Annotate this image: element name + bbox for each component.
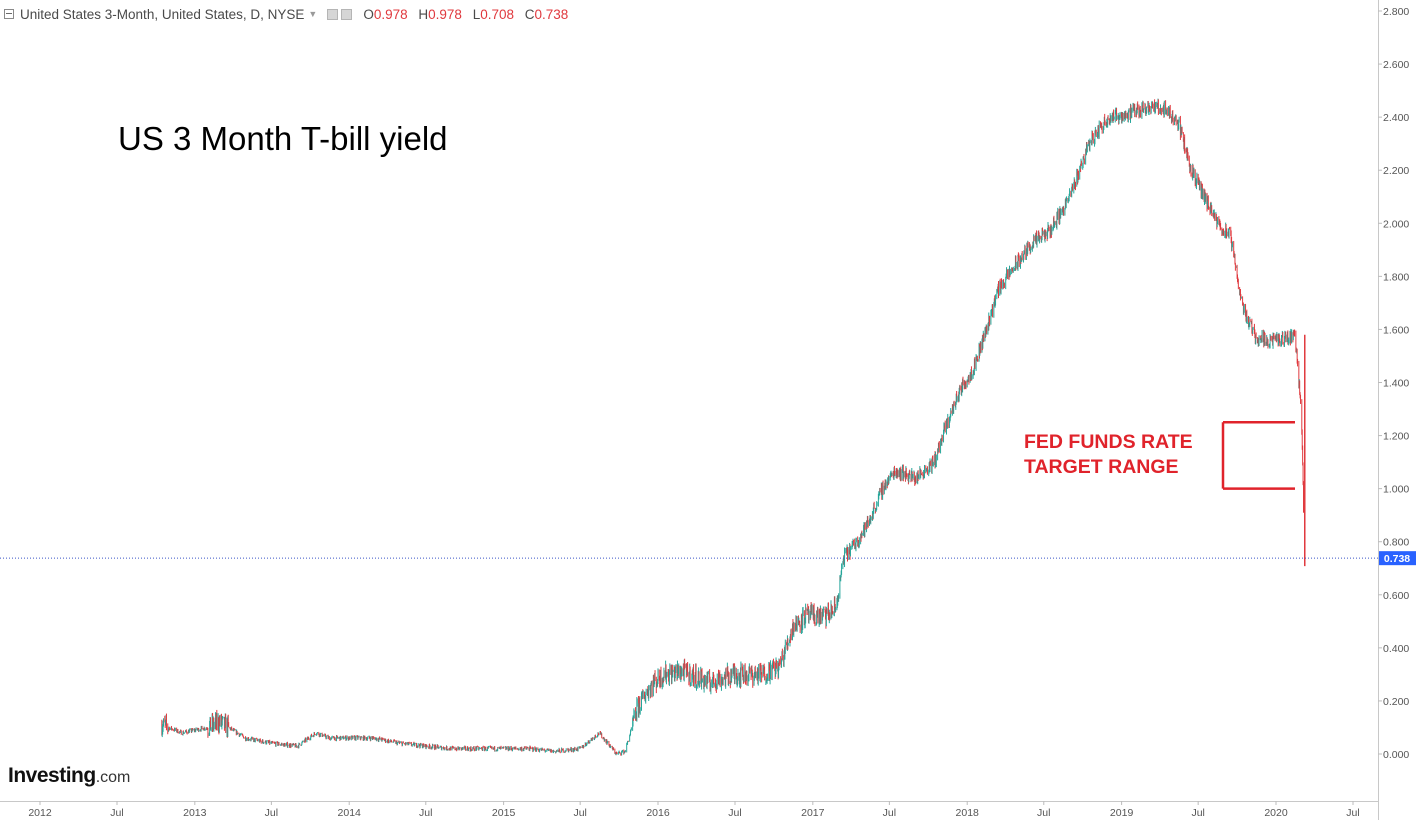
chart-title: US 3 Month T-bill yield	[118, 120, 448, 157]
y-tick-label: 1.400	[1383, 378, 1409, 390]
y-tick-label: 2.000	[1383, 218, 1409, 230]
x-tick-label: Jul	[883, 807, 896, 819]
x-tick-label: 2014	[338, 807, 362, 819]
x-tick-label: Jul	[419, 807, 432, 819]
open-value: 0.978	[373, 6, 408, 22]
y-tick-label: 0.000	[1383, 749, 1409, 761]
settings-icon[interactable]	[327, 8, 339, 20]
close-value: 0.738	[534, 6, 569, 22]
y-tick-label: 0.800	[1383, 537, 1409, 549]
target-range-bracket	[1221, 421, 1295, 490]
y-tick-label: 2.200	[1383, 165, 1409, 177]
y-tick-label: 2.400	[1383, 112, 1409, 124]
x-tick-label: Jul	[728, 807, 741, 819]
x-axis[interactable]: 2012 Jul 2013 Jul 2014 Jul 2015 Jul 2016 Jul 2017 J…	[28, 801, 1360, 819]
close-label: C	[524, 6, 535, 22]
last-price-badge	[1379, 551, 1416, 566]
symbol-name[interactable]: United States 3-Month, United States, D,…	[20, 6, 305, 22]
y-tick-label: 0.400	[1383, 643, 1409, 655]
x-tick-label: Jul	[110, 807, 123, 819]
price-bars	[161, 98, 1306, 756]
x-tick-label: 2016	[646, 807, 670, 819]
x-tick-label: 2017	[801, 807, 825, 819]
x-tick-label: 2020	[1264, 807, 1288, 819]
x-tick-label: 2012	[28, 807, 52, 819]
last-price-marker: 0.738	[0, 551, 1416, 566]
annotation-line-2: TARGET RANGE	[1024, 456, 1179, 478]
x-tick-label: 2018	[956, 807, 980, 819]
low-value: 0.708	[480, 6, 515, 22]
x-tick-label: 2015	[492, 807, 516, 819]
x-tick-label: Jul	[1346, 807, 1359, 819]
y-tick-label: 1.000	[1383, 484, 1409, 496]
y-tick-label: 1.600	[1383, 324, 1409, 336]
logo-name: Investing	[8, 764, 96, 787]
high-label: H	[418, 6, 429, 22]
y-tick-label: 2.800	[1383, 6, 1409, 18]
symbol-header: United States 3-Month, United States, D,…	[0, 4, 575, 24]
logo-suffix: .com	[95, 769, 131, 786]
y-axis[interactable]: 0.000 0.200 0.400 0.600 0.800 1.000 1.200 1.400…	[1378, 6, 1409, 761]
x-tick-label: 2013	[183, 807, 207, 819]
fed-funds-annotation: FED FUNDS RATE TARGET RANGE	[1024, 430, 1193, 480]
ohlc-values: O0.978 H0.978 L0.708 C0.738	[363, 7, 575, 22]
y-tick-label: 2.600	[1383, 59, 1409, 71]
open-label: O	[363, 6, 374, 22]
y-tick-label: 1.200	[1383, 431, 1409, 443]
axes-lines	[0, 0, 1379, 820]
last-price-label: 0.738	[1384, 553, 1410, 565]
high-value: 0.978	[428, 6, 462, 22]
collapse-icon[interactable]	[4, 9, 14, 19]
x-tick-label: Jul	[1191, 807, 1204, 819]
annotation-line-1: FED FUNDS RATE	[1024, 431, 1193, 453]
x-tick-label: Jul	[573, 807, 586, 819]
low-label: L	[472, 6, 481, 22]
x-tick-label: Jul	[265, 807, 278, 819]
y-tick-label: 1.800	[1383, 271, 1409, 283]
chevron-down-icon[interactable]: ▼	[308, 9, 318, 19]
y-tick-label: 0.600	[1383, 590, 1409, 602]
hide-icon[interactable]	[341, 8, 353, 20]
x-tick-label: Jul	[1037, 807, 1050, 819]
y-tick-label: 0.200	[1383, 696, 1409, 708]
x-tick-label: 2019	[1110, 807, 1134, 819]
investing-logo: Investing.com	[8, 764, 130, 788]
